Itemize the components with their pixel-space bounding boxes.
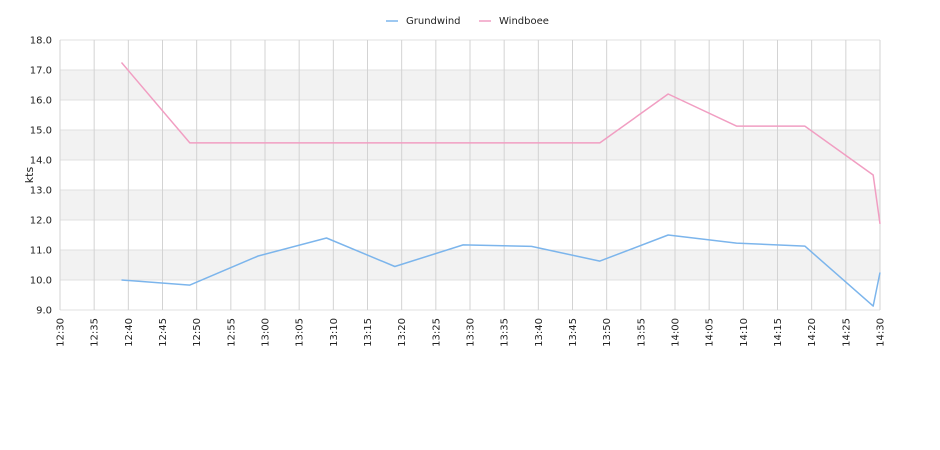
x-tick-label: 13:40: [534, 318, 545, 347]
x-tick-label: 13:00: [261, 318, 272, 347]
x-tick-label: 12:35: [90, 318, 101, 347]
x-tick-label: 14:10: [739, 318, 750, 347]
y-tick-label: 10.0: [30, 276, 52, 287]
x-tick-label: 12:30: [56, 318, 67, 347]
y-tick-label: 14.0: [30, 156, 52, 167]
series-lines: [120, 62, 881, 307]
y-tick-label: 12.0: [30, 216, 52, 227]
legend-item-windboee[interactable]: Windboee: [479, 16, 549, 27]
series-line-grundwind[interactable]: [121, 234, 881, 307]
x-tick-label: 14:25: [841, 318, 852, 347]
x-tick-label: 13:30: [466, 318, 477, 347]
x-tick-label: 14:05: [705, 318, 716, 347]
y-tick-label: 13.0: [30, 186, 52, 197]
series-line-windboee[interactable]: [120, 62, 881, 225]
x-tick-label: 14:30: [876, 318, 887, 347]
x-tick-label: 12:50: [192, 318, 203, 347]
x-tick-label: 12:45: [158, 318, 169, 347]
x-tick-label: 13:50: [602, 318, 613, 347]
x-tick-label: 13:55: [636, 318, 647, 347]
x-tick-label: 13:20: [397, 318, 408, 347]
y-tick-label: 9.0: [36, 306, 52, 317]
legend-label: Grundwind: [406, 16, 461, 27]
x-tick-label: 12:40: [124, 318, 135, 347]
x-axis-ticks: 12:30 12:35 12:40 12:45 12:50 12:55 13:00 13:05…: [56, 318, 887, 347]
legend[interactable]: Grundwind Windboee: [386, 16, 549, 27]
x-tick-label: 14:00: [671, 318, 682, 347]
x-tick-label: 13:05: [295, 318, 306, 347]
gridlines: [59, 39, 881, 311]
x-tick-label: 12:55: [226, 318, 237, 347]
x-tick-label: 13:35: [500, 318, 511, 347]
y-tick-label: 17.0: [30, 66, 52, 77]
y-tick-label: 18.0: [30, 36, 52, 47]
x-tick-label: 13:15: [363, 318, 374, 347]
x-tick-label: 13:45: [568, 318, 579, 347]
x-tick-label: 13:10: [329, 318, 340, 347]
y-tick-label: 11.0: [30, 246, 52, 257]
legend-item-grundwind[interactable]: Grundwind: [386, 16, 461, 27]
x-tick-label: 14:15: [773, 318, 784, 347]
legend-label: Windboee: [499, 16, 549, 27]
y-tick-label: 15.0: [30, 126, 52, 137]
y-axis-title: kts: [23, 167, 36, 184]
y-tick-label: 16.0: [30, 96, 52, 107]
y-axis-ticks: 9.0 10.0 11.0 12.0 13.0 14.0 15.0 16.0 17.0 18.0: [30, 36, 52, 317]
x-tick-label: 13:25: [431, 318, 442, 347]
x-tick-label: 14:20: [807, 318, 818, 347]
